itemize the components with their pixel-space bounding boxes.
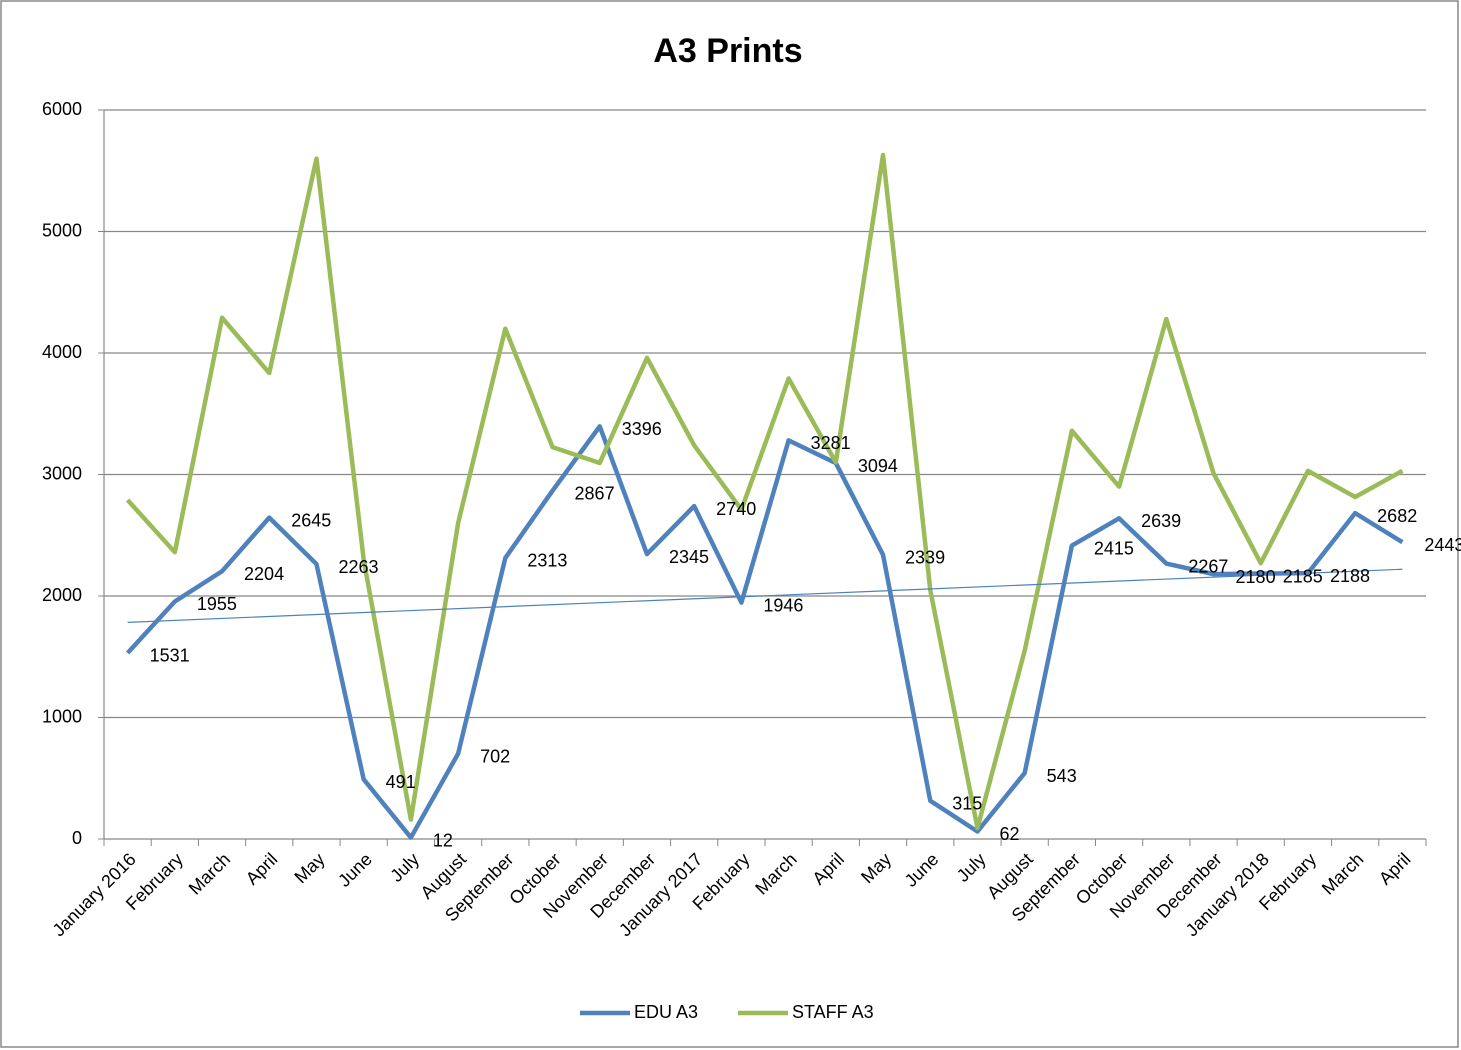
y-tick-label: 5000 — [42, 220, 82, 240]
data-label: 2867 — [575, 483, 615, 503]
data-label: 1531 — [150, 646, 190, 666]
y-tick-label: 2000 — [42, 585, 82, 605]
data-label: 2443 — [1424, 535, 1461, 555]
data-label: 62 — [999, 824, 1019, 844]
data-label: 2185 — [1283, 566, 1323, 586]
data-label: 3281 — [811, 433, 851, 453]
chart-title: A3 Prints — [653, 32, 802, 70]
y-tick-label: 6000 — [42, 99, 82, 119]
data-label: 2267 — [1188, 556, 1228, 576]
data-label: 12 — [433, 830, 453, 850]
data-label: 2645 — [291, 510, 331, 530]
trendline — [127, 568, 1403, 623]
data-label: 2639 — [1141, 511, 1181, 531]
data-label: 3396 — [622, 419, 662, 439]
y-tick-label: 0 — [72, 828, 82, 848]
data-label: 2188 — [1330, 566, 1370, 586]
data-label: 2415 — [1094, 538, 1134, 558]
data-label: 2740 — [716, 499, 756, 519]
data-label: 2180 — [1236, 567, 1276, 587]
data-label: 702 — [480, 746, 510, 766]
data-label: 2682 — [1377, 506, 1417, 526]
y-tick-label: 3000 — [42, 463, 82, 483]
series-line — [125, 152, 1404, 831]
data-label: 315 — [952, 793, 982, 813]
data-label: 491 — [386, 772, 416, 792]
data-label: 543 — [1047, 766, 1077, 786]
series-line — [125, 424, 1404, 840]
data-label: 3094 — [858, 456, 898, 476]
data-label: 1946 — [763, 595, 803, 615]
y-tick-label: 1000 — [42, 706, 82, 726]
data-label: 1955 — [197, 594, 237, 614]
data-label: 2204 — [244, 564, 284, 584]
y-tick-label: 4000 — [42, 342, 82, 362]
data-label: 2313 — [527, 551, 567, 571]
legend-label: STAFF A3 — [792, 1002, 874, 1022]
legend-label: EDU A3 — [634, 1002, 698, 1022]
data-label: 2339 — [905, 548, 945, 568]
data-label: 2345 — [669, 547, 709, 567]
data-label: 2263 — [338, 557, 378, 577]
